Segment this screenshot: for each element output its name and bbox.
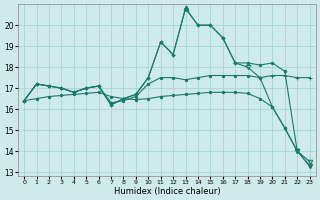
X-axis label: Humidex (Indice chaleur): Humidex (Indice chaleur)	[114, 187, 220, 196]
